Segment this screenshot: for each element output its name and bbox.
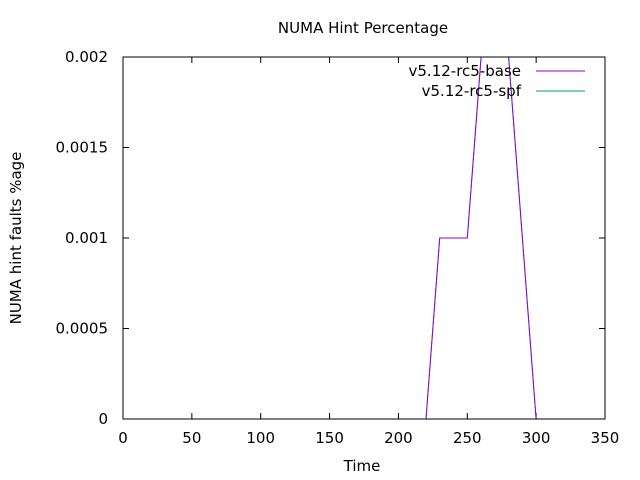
x-axis-label: Time	[343, 457, 381, 475]
x-tick-label: 250	[453, 429, 482, 447]
x-tick-label: 150	[315, 429, 344, 447]
y-tick-label: 0.002	[65, 48, 108, 66]
series-line-1	[123, 57, 537, 419]
legend: v5.12-rc5-base v5.12-rc5-spf	[409, 62, 585, 100]
x-tick-label: 200	[384, 429, 413, 447]
series-lines	[123, 57, 537, 419]
plot-frame	[122, 56, 606, 420]
y-tick-label: 0.0005	[56, 320, 109, 338]
y-tick-label: 0.001	[65, 229, 108, 247]
legend-label: v5.12-rc5-base	[409, 62, 522, 80]
x-tick-label: 50	[182, 429, 201, 447]
y-tick-label: 0	[98, 410, 108, 428]
axis-ticks: 0 50 100 150 200 250 300 350 0 0.0005 0.001 0.0015 0…	[56, 48, 620, 447]
legend-label: v5.12-rc5-spf	[422, 82, 522, 100]
x-tick-label: 350	[591, 429, 620, 447]
y-tick-label: 0.0015	[56, 139, 109, 157]
x-tick-label: 100	[246, 429, 275, 447]
x-tick-label: 300	[522, 429, 551, 447]
x-tick-label: 0	[118, 429, 128, 447]
y-axis-label: NUMA hint faults %age	[7, 152, 25, 325]
series-line-0	[123, 57, 537, 419]
chart-title: NUMA Hint Percentage	[278, 19, 448, 37]
